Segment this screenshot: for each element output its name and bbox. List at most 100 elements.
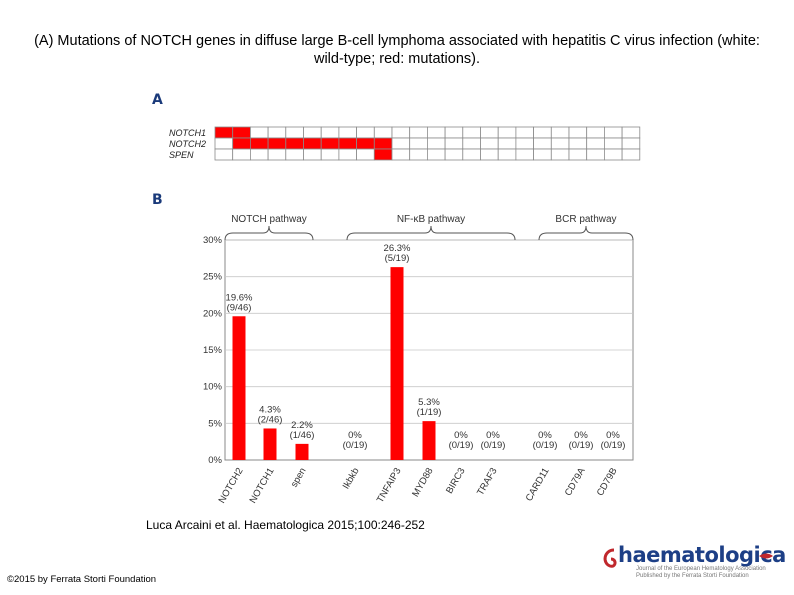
pathway-bracket [224, 225, 314, 241]
data-label: 0% [538, 430, 552, 441]
x-tick-label: NOTCH2 [217, 466, 246, 505]
wild-type-cell [533, 137, 552, 150]
pathway-label: NF-κB pathway [397, 214, 465, 225]
y-tick-label: 30% [203, 235, 223, 246]
wild-type-cell [621, 148, 641, 161]
data-label: (0/19) [481, 440, 506, 451]
wild-type-cell [391, 148, 411, 161]
data-label: 0% [574, 430, 588, 441]
wild-type-cell [338, 126, 357, 139]
wild-type-cell [267, 148, 287, 161]
data-label: (9/46) [227, 302, 252, 313]
mutated-cell [338, 137, 357, 150]
data-label: 0% [348, 430, 362, 441]
pathway-label: NOTCH pathway [231, 214, 307, 225]
y-tick-label: 10% [203, 382, 223, 393]
panel-b-label: B [152, 192, 163, 208]
mutated-cell [285, 137, 304, 150]
mutated-cell [232, 137, 251, 150]
mutation-frequency-chart: 0% 5% 10% 15% 20% 25% 30% 19.6%(9/46) NOTCH2 4.3%… [203, 214, 634, 505]
data-label: 4.3% [259, 404, 281, 415]
wild-type-cell [462, 137, 481, 150]
wild-type-cell [515, 148, 534, 161]
wild-type-cell [568, 126, 588, 139]
wild-type-cell [444, 148, 464, 161]
logo-mark-icon [759, 553, 773, 559]
mutated-cell [373, 137, 393, 150]
bar-tnfaip3 [390, 267, 404, 460]
y-tick-label: 0% [208, 455, 222, 466]
wild-type-cell [480, 126, 499, 139]
x-tick-label: MYD88 [410, 466, 435, 499]
data-label: (0/19) [343, 440, 368, 451]
wild-type-cell [497, 126, 517, 139]
wild-type-cell [303, 126, 322, 139]
x-tick-label: TRAF3 [475, 466, 500, 498]
wild-type-cell [426, 126, 446, 139]
data-label: 0% [486, 430, 500, 441]
x-tick-label: Ikbkb [341, 466, 362, 491]
wild-type-cell [250, 148, 269, 161]
wild-type-cell [356, 126, 375, 139]
wild-type-cell [462, 126, 481, 139]
x-tick-label: BIRC3 [444, 466, 468, 496]
wild-type-cell [621, 126, 641, 139]
wild-type-cell [586, 148, 605, 161]
wild-type-cell [603, 137, 623, 150]
wild-type-cell [426, 148, 446, 161]
pathway-bracket [346, 225, 516, 241]
mutated-cell [320, 137, 340, 150]
data-label: (0/19) [601, 440, 626, 451]
wild-type-cell [426, 137, 446, 150]
wild-type-cell [462, 148, 481, 161]
x-tick-label: NOTCH1 [248, 466, 277, 505]
wild-type-cell [550, 137, 570, 150]
wild-type-cell [550, 126, 570, 139]
wild-type-cell [409, 137, 428, 150]
logo-text: haematologica [618, 543, 786, 567]
wild-type-cell [480, 148, 499, 161]
wild-type-cell [409, 148, 428, 161]
wild-type-cell [568, 137, 588, 150]
wild-type-cell [444, 137, 464, 150]
wild-type-cell [320, 148, 340, 161]
mutated-cell [250, 137, 269, 150]
gene-row-label: NOTCH1 [169, 128, 206, 138]
wild-type-cell [267, 126, 287, 139]
copyright: ©2015 by Ferrata Storti Foundation [7, 574, 157, 585]
slide-title: (A) Mutations of NOTCH genes in diffuse … [34, 33, 760, 67]
wild-type-cell [391, 137, 411, 150]
gene-row-label: NOTCH2 [169, 139, 206, 149]
data-label: 26.3% [384, 243, 411, 254]
bar-notch1 [263, 428, 277, 460]
bar-notch2 [232, 316, 246, 460]
wild-type-cell [533, 126, 552, 139]
wild-type-cell [356, 148, 375, 161]
wild-type-cell [232, 148, 251, 161]
x-tick-label: CD79B [595, 466, 620, 498]
data-label: 0% [606, 430, 620, 441]
wild-type-cell [409, 126, 428, 139]
haematologica-logo: haematologica Journal of the European He… [600, 543, 786, 583]
mutated-cell [356, 137, 375, 150]
data-label: (5/19) [385, 253, 410, 264]
x-tick-label: CD79A [563, 465, 588, 498]
pathway-label: BCR pathway [555, 214, 616, 225]
wild-type-cell [250, 126, 269, 139]
wild-type-cell [586, 126, 605, 139]
mutated-cell [267, 137, 287, 150]
data-label: (0/19) [449, 440, 474, 451]
citation: Luca Arcaini et al. Haematologica 2015;1… [146, 518, 425, 532]
y-tick-label: 5% [208, 418, 222, 429]
data-label: (1/19) [417, 407, 442, 418]
data-label: (0/19) [569, 440, 594, 451]
y-tick-label: 15% [203, 345, 223, 356]
y-tick-label: 20% [203, 308, 223, 319]
bar-myd88 [422, 421, 436, 460]
wild-type-cell [621, 137, 641, 150]
wild-type-cell [480, 137, 499, 150]
wild-type-cell [320, 126, 340, 139]
logo-swirl-icon [603, 548, 617, 568]
data-label: (1/46) [290, 430, 315, 441]
